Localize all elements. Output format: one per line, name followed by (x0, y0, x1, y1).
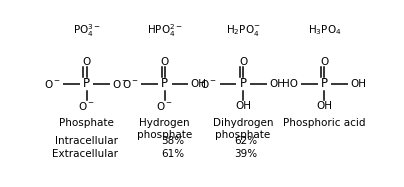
Text: O: O (161, 57, 169, 67)
Text: PO$_4^{3-}$: PO$_4^{3-}$ (73, 22, 101, 39)
Text: OH: OH (269, 79, 285, 89)
Text: Phosphoric acid: Phosphoric acid (283, 118, 366, 128)
Text: OH: OH (350, 79, 366, 89)
Text: O: O (320, 57, 328, 67)
Text: O: O (239, 57, 247, 67)
Text: Intracellular: Intracellular (55, 136, 118, 146)
Text: H$_3$PO$_4$: H$_3$PO$_4$ (308, 23, 341, 37)
Text: Extracellular: Extracellular (52, 149, 118, 159)
Text: Phosphate: Phosphate (59, 118, 114, 128)
Text: OH: OH (235, 101, 251, 111)
Text: OH: OH (191, 79, 207, 89)
Text: Hydrogen
phosphate: Hydrogen phosphate (137, 118, 192, 140)
Text: Dihydrogen
phosphate: Dihydrogen phosphate (213, 118, 274, 140)
Text: 39%: 39% (235, 149, 258, 159)
Text: 62%: 62% (235, 136, 258, 146)
Text: P: P (161, 77, 168, 90)
Text: O$^-$: O$^-$ (122, 78, 139, 90)
Text: O$^-$: O$^-$ (78, 100, 95, 112)
Text: 61%: 61% (161, 149, 184, 159)
Text: O$^-$: O$^-$ (156, 100, 173, 112)
Text: 38%: 38% (161, 136, 184, 146)
Text: HO: HO (282, 79, 299, 89)
Text: O$^-$: O$^-$ (112, 78, 129, 90)
Text: HPO$_4^{2-}$: HPO$_4^{2-}$ (147, 22, 183, 39)
Text: OH: OH (316, 101, 332, 111)
Text: O: O (82, 57, 90, 67)
Text: O$^-$: O$^-$ (44, 78, 61, 90)
Text: O$^-$: O$^-$ (200, 78, 217, 90)
Text: P: P (83, 77, 90, 90)
Text: P: P (321, 77, 328, 90)
Text: H$_2$PO$_4^{-}$: H$_2$PO$_4^{-}$ (226, 23, 261, 38)
Text: P: P (240, 77, 246, 90)
